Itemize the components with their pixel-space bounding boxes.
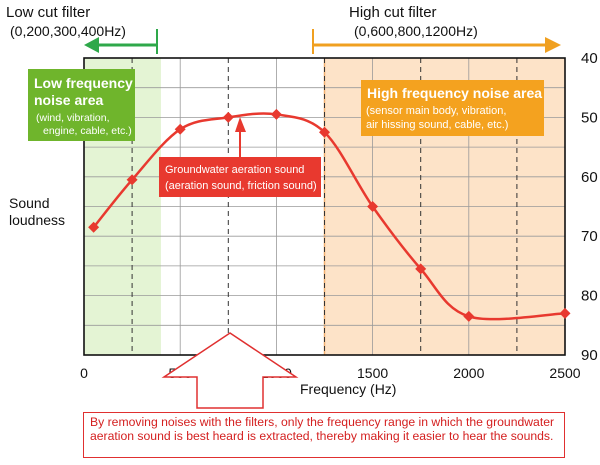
series-line — [92, 112, 566, 321]
y-tick-label: 40 — [581, 50, 598, 67]
y-tick-label: 70 — [581, 228, 598, 245]
data-point — [88, 221, 100, 233]
low-cut-filter-values: (0,200,300,400Hz) — [10, 23, 126, 39]
data-points — [88, 108, 571, 322]
svg-text:(sensor main body, vibration,: (sensor main body, vibration, — [366, 105, 506, 117]
low-cut-filter-title: Low cut filter — [6, 4, 90, 21]
svg-text:Low frequency: Low frequency — [34, 75, 133, 91]
high-cut-filter-arrow — [312, 29, 561, 54]
x-tick-label: 2500 — [549, 365, 580, 381]
svg-text:(wind, vibration,: (wind, vibration, — [36, 112, 110, 124]
svg-text:engine, cable, etc.): engine, cable, etc.) — [43, 125, 132, 137]
y-tick-labels: 40 50 60 70 80 90 — [581, 50, 598, 364]
data-point — [222, 111, 234, 123]
data-point — [319, 126, 330, 138]
data-point — [270, 108, 282, 120]
x-tick-labels: 05001000150020002500 — [80, 365, 581, 381]
x-tick-label: 0 — [80, 365, 88, 381]
y-axis-label-line2: loudness — [9, 212, 65, 228]
x-axis-label: Frequency (Hz) — [300, 381, 396, 397]
y-tick-label: 90 — [581, 347, 598, 364]
svg-text:High frequency noise area: High frequency noise area — [367, 85, 542, 101]
low-frequency-noise-label: Low frequency noise area (wind, vibratio… — [28, 69, 135, 141]
svg-text:noise area: noise area — [34, 92, 103, 108]
y-tick-label: 80 — [581, 288, 598, 305]
data-point — [559, 307, 571, 319]
low-cut-filter-arrow — [84, 29, 158, 54]
y-axis-label-line1: Sound — [9, 195, 49, 211]
data-point — [174, 123, 186, 135]
aeration-sound-callout: Groundwater aeration sound (aeration sou… — [159, 117, 321, 197]
note-pointer-arrow — [161, 332, 299, 409]
high-frequency-noise-label: High frequency noise area (sensor main b… — [361, 80, 544, 136]
data-point — [126, 174, 138, 186]
svg-text:Groundwater aeration sound: Groundwater aeration sound — [165, 164, 304, 176]
svg-text:air hissing sound, cable, etc.: air hissing sound, cable, etc.) — [366, 119, 508, 131]
data-point — [463, 310, 475, 322]
svg-text:(aeration sound, friction soun: (aeration sound, friction sound) — [165, 180, 317, 192]
y-tick-label: 60 — [581, 169, 598, 186]
high-cut-filter-title: High cut filter — [349, 4, 437, 21]
explanation-note: By removing noises with the filters, onl… — [83, 412, 565, 458]
x-tick-label: 1500 — [357, 365, 388, 381]
data-point — [415, 263, 427, 275]
data-point — [367, 201, 379, 212]
x-tick-label: 2000 — [453, 365, 484, 381]
plot-frame — [83, 57, 566, 356]
y-tick-label: 50 — [581, 109, 598, 126]
high-cut-filter-values: (0,600,800,1200Hz) — [354, 23, 478, 39]
